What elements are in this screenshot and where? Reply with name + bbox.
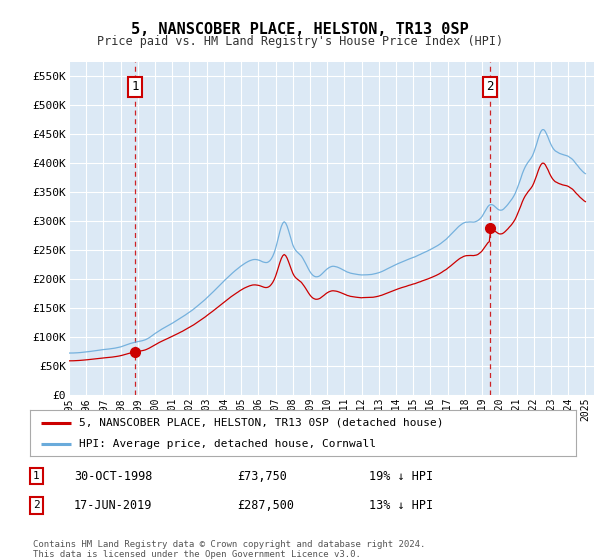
Text: 1: 1: [131, 80, 139, 93]
Text: 17-JUN-2019: 17-JUN-2019: [74, 499, 152, 512]
Text: 19% ↓ HPI: 19% ↓ HPI: [368, 470, 433, 483]
Text: £73,750: £73,750: [238, 470, 287, 483]
Text: 2: 2: [486, 80, 494, 93]
Text: 1: 1: [33, 472, 40, 482]
Text: HPI: Average price, detached house, Cornwall: HPI: Average price, detached house, Corn…: [79, 439, 376, 449]
Text: 30-OCT-1998: 30-OCT-1998: [74, 470, 152, 483]
Text: 2: 2: [33, 501, 40, 511]
Text: £287,500: £287,500: [238, 499, 295, 512]
Text: Contains HM Land Registry data © Crown copyright and database right 2024.
This d: Contains HM Land Registry data © Crown c…: [33, 540, 425, 559]
Text: 13% ↓ HPI: 13% ↓ HPI: [368, 499, 433, 512]
Text: Price paid vs. HM Land Registry's House Price Index (HPI): Price paid vs. HM Land Registry's House …: [97, 35, 503, 48]
Text: 5, NANSCOBER PLACE, HELSTON, TR13 0SP (detached house): 5, NANSCOBER PLACE, HELSTON, TR13 0SP (d…: [79, 418, 443, 428]
Text: 5, NANSCOBER PLACE, HELSTON, TR13 0SP: 5, NANSCOBER PLACE, HELSTON, TR13 0SP: [131, 22, 469, 38]
